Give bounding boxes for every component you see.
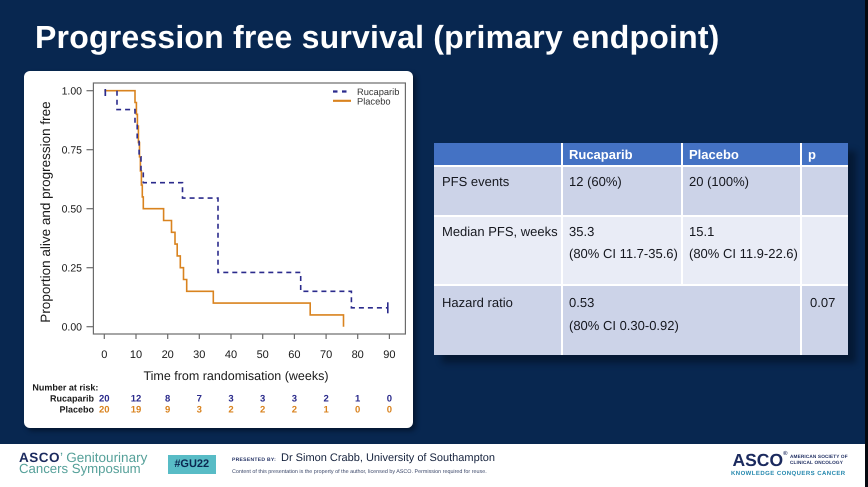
svg-text:1.00: 1.00 — [62, 85, 83, 97]
svg-text:30: 30 — [193, 349, 205, 361]
svg-text:80: 80 — [352, 349, 364, 361]
svg-text:70: 70 — [320, 349, 332, 361]
svg-text:20: 20 — [99, 394, 110, 405]
svg-text:0.00: 0.00 — [62, 321, 83, 333]
svg-text:0: 0 — [101, 349, 107, 361]
svg-text:3: 3 — [197, 405, 202, 416]
svg-text:20: 20 — [162, 349, 174, 361]
svg-text:Placebo: Placebo — [357, 96, 391, 106]
svg-text:3: 3 — [292, 394, 297, 405]
svg-text:3: 3 — [228, 394, 233, 405]
svg-text:2: 2 — [323, 394, 328, 405]
svg-text:Rucaparib: Rucaparib — [357, 87, 399, 97]
svg-text:0: 0 — [387, 405, 392, 416]
svg-text:Time from randomisation (weeks: Time from randomisation (weeks) — [143, 369, 328, 383]
svg-text:Rucaparib: Rucaparib — [50, 394, 95, 404]
svg-text:9: 9 — [165, 405, 170, 416]
svg-text:1: 1 — [355, 394, 361, 405]
svg-text:2: 2 — [260, 405, 265, 416]
svg-text:90: 90 — [383, 349, 395, 361]
svg-text:60: 60 — [288, 349, 300, 361]
svg-text:Number at risk:: Number at risk: — [32, 383, 98, 393]
svg-text:50: 50 — [257, 349, 269, 361]
svg-text:20: 20 — [99, 405, 110, 416]
svg-text:0.50: 0.50 — [62, 203, 83, 215]
svg-text:10: 10 — [130, 349, 142, 361]
svg-text:0.75: 0.75 — [62, 144, 83, 156]
svg-text:2: 2 — [228, 405, 233, 416]
svg-text:3: 3 — [260, 394, 265, 405]
svg-text:7: 7 — [197, 394, 202, 405]
svg-text:Placebo: Placebo — [59, 405, 94, 415]
svg-text:12: 12 — [131, 394, 142, 405]
svg-text:19: 19 — [131, 405, 142, 416]
svg-text:0.25: 0.25 — [62, 262, 83, 274]
svg-text:1: 1 — [323, 405, 329, 416]
svg-text:0: 0 — [355, 405, 360, 416]
svg-text:Proportion alive and progressi: Proportion alive and progression free — [38, 101, 53, 322]
svg-text:40: 40 — [225, 349, 237, 361]
svg-text:0: 0 — [387, 394, 392, 405]
svg-text:2: 2 — [292, 405, 297, 416]
svg-text:8: 8 — [165, 394, 170, 405]
